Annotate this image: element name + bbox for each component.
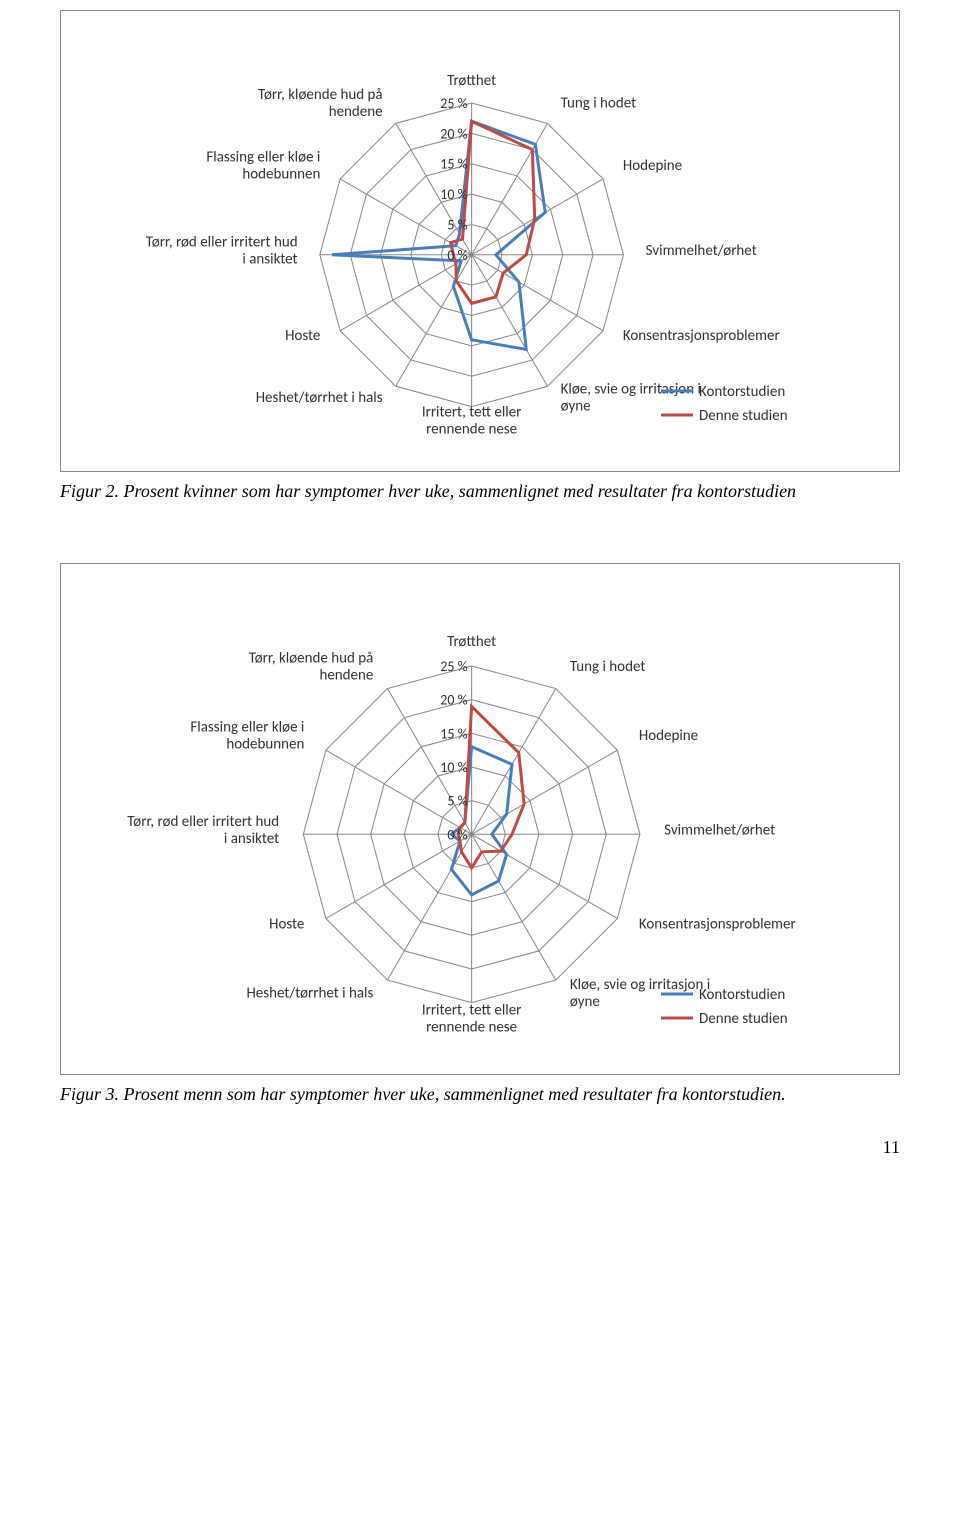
svg-text:25 %: 25 %: [440, 658, 467, 675]
figure-2-caption: Figur 2. Prosent kvinner som har symptom…: [60, 480, 900, 503]
svg-text:10 %: 10 %: [440, 186, 467, 203]
svg-text:Svimmelhet/ørhet: Svimmelhet/ørhet: [664, 822, 775, 840]
svg-text:Hoste: Hoste: [269, 916, 304, 934]
svg-text:Tung i hodet: Tung i hodet: [570, 658, 646, 676]
svg-text:25 %: 25 %: [440, 95, 467, 112]
svg-text:Flassing eller kløe ihodebunne: Flassing eller kløe ihodebunnen: [206, 148, 320, 183]
radar-chart-2: 0 % 5 % 10 % 15 % 20 % 25 % Trøtthet Tung i hod…: [60, 563, 900, 1075]
svg-text:15 %: 15 %: [440, 156, 467, 173]
page-number: 11: [60, 1137, 900, 1158]
svg-text:Tørr, rød eller irritert hudi: Tørr, rød eller irritert hudi ansiktet: [146, 233, 298, 268]
svg-text:Denne studien: Denne studien: [699, 1010, 788, 1028]
svg-text:Konsentrasjonsproblemer: Konsentrasjonsproblemer: [639, 916, 796, 934]
svg-text:20 %: 20 %: [440, 692, 467, 709]
svg-text:Hoste: Hoste: [285, 327, 320, 345]
radar-chart-1: 0 % 5 % 10 % 15 % 20 % 25 % Trøtthet Tung i hod…: [60, 10, 900, 472]
figure-3-caption: Figur 3. Prosent menn som har symptomer …: [60, 1083, 900, 1106]
svg-text:Tørr, rød eller irritert hudi: Tørr, rød eller irritert hudi ansiktet: [127, 813, 279, 848]
svg-text:5 %: 5 %: [447, 216, 467, 233]
svg-text:Hodepine: Hodepine: [623, 157, 682, 175]
svg-text:Kløe, svie og irritasjon iøyne: Kløe, svie og irritasjon iøyne: [561, 381, 701, 416]
svg-text:Heshet/tørrhet i hals: Heshet/tørrhet i hals: [256, 389, 383, 407]
svg-text:Tung i hodet: Tung i hodet: [561, 95, 637, 113]
svg-text:15 %: 15 %: [440, 726, 467, 743]
svg-text:0 %: 0 %: [447, 247, 467, 264]
svg-text:0 %: 0 %: [447, 827, 467, 844]
svg-text:Tørr, kløende hud påhendene: Tørr, kløende hud påhendene: [258, 86, 383, 121]
svg-text:Trøtthet: Trøtthet: [447, 72, 496, 90]
page: 0 % 5 % 10 % 15 % 20 % 25 % Trøtthet Tung i hod…: [0, 0, 960, 1178]
svg-text:Kontorstudien: Kontorstudien: [699, 986, 785, 1004]
svg-text:Hodepine: Hodepine: [639, 727, 698, 745]
svg-text:Flassing eller kløe ihodebunne: Flassing eller kløe ihodebunnen: [190, 719, 304, 754]
svg-text:Konsentrasjonsproblemer: Konsentrasjonsproblemer: [623, 327, 780, 345]
svg-text:Heshet/tørrhet i hals: Heshet/tørrhet i hals: [246, 985, 373, 1003]
svg-text:Irritert, tett ellerrennende n: Irritert, tett ellerrennende nese: [422, 1002, 522, 1037]
svg-text:Irritert, tett ellerrennende n: Irritert, tett ellerrennende nese: [422, 403, 522, 438]
svg-text:5 %: 5 %: [447, 793, 467, 810]
svg-text:10 %: 10 %: [440, 759, 467, 776]
svg-text:Trøtthet: Trøtthet: [447, 633, 496, 651]
svg-text:Tørr, kløende hud påhendene: Tørr, kløende hud påhendene: [249, 650, 374, 685]
svg-text:20 %: 20 %: [440, 125, 467, 142]
svg-text:Denne studien: Denne studien: [699, 407, 788, 425]
svg-text:Kontorstudien: Kontorstudien: [699, 383, 785, 401]
svg-text:Svimmelhet/ørhet: Svimmelhet/ørhet: [646, 242, 757, 260]
